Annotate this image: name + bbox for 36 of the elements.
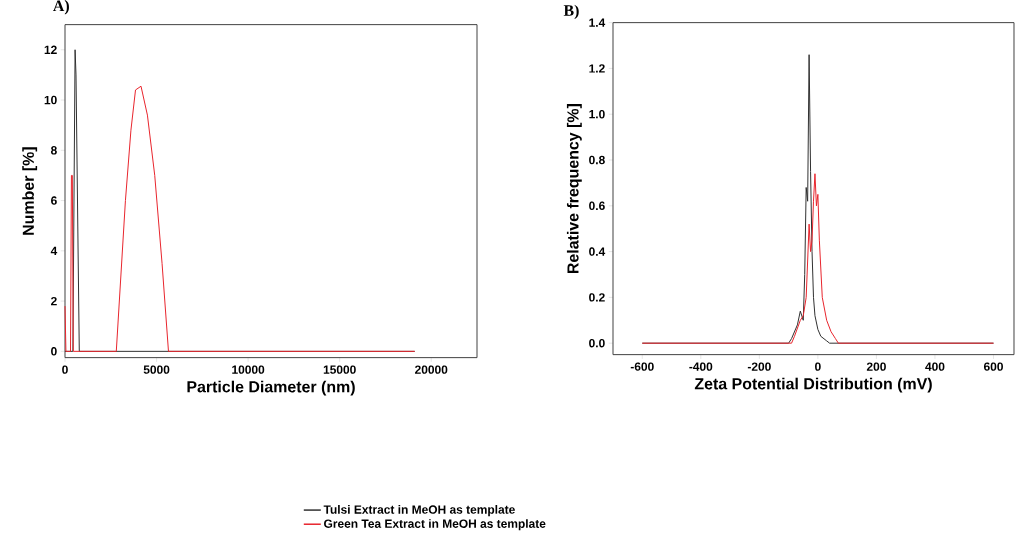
x-tick-label: 20000 bbox=[415, 365, 448, 375]
x-tick-label: 600 bbox=[983, 362, 1003, 372]
x-tick-label: -400 bbox=[689, 362, 713, 372]
x-tick-label: 400 bbox=[925, 362, 945, 372]
y-axis-title: Number [%] bbox=[22, 147, 38, 235]
y-tick-label: 12 bbox=[44, 45, 57, 55]
y-tick-label: 10 bbox=[44, 95, 57, 105]
legend-label: Tulsi Extract in MeOH as template bbox=[323, 505, 515, 517]
y-tick-label: 0.0 bbox=[589, 339, 605, 348]
x-tick-label: -200 bbox=[747, 362, 771, 372]
y-tick-label: 0.8 bbox=[589, 155, 605, 165]
y-tick-label: 0.2 bbox=[589, 293, 605, 302]
x-tick-label: 10000 bbox=[232, 365, 265, 375]
x-tick-label: 0 bbox=[815, 362, 821, 372]
y-tick-label: 1.0 bbox=[589, 110, 605, 119]
x-axis-title: Particle Diameter (nm) bbox=[187, 380, 355, 396]
y-axis-title: Relative frequency [%] bbox=[566, 104, 582, 274]
y-tick-label: 1.4 bbox=[589, 18, 606, 27]
y-tick-label: 0 bbox=[51, 347, 57, 356]
text: B) bbox=[563, 4, 579, 20]
line-series bbox=[641, 173, 994, 344]
y-tick-label: 1.2 bbox=[589, 64, 605, 73]
text: A) bbox=[53, 0, 69, 15]
y-tick-label: 2 bbox=[51, 297, 57, 306]
y-tick-label: 4 bbox=[50, 246, 58, 256]
x-axis-title: Zeta Potential Distribution (mV) bbox=[694, 377, 932, 393]
x-tick-label: 15000 bbox=[323, 365, 356, 375]
x-tick-label: 0 bbox=[62, 365, 68, 375]
y-tick-label: 0.4 bbox=[589, 247, 606, 257]
x-tick-label: -600 bbox=[630, 362, 654, 372]
y-tick-label: 6 bbox=[51, 196, 57, 205]
x-tick-label: 200 bbox=[866, 362, 886, 372]
legend-label: Green Tea Extract in MeOH as template bbox=[324, 519, 546, 531]
x-tick-label: 5000 bbox=[143, 365, 170, 375]
y-tick-label: 0.6 bbox=[589, 201, 605, 211]
y-tick-label: 8 bbox=[50, 146, 57, 155]
